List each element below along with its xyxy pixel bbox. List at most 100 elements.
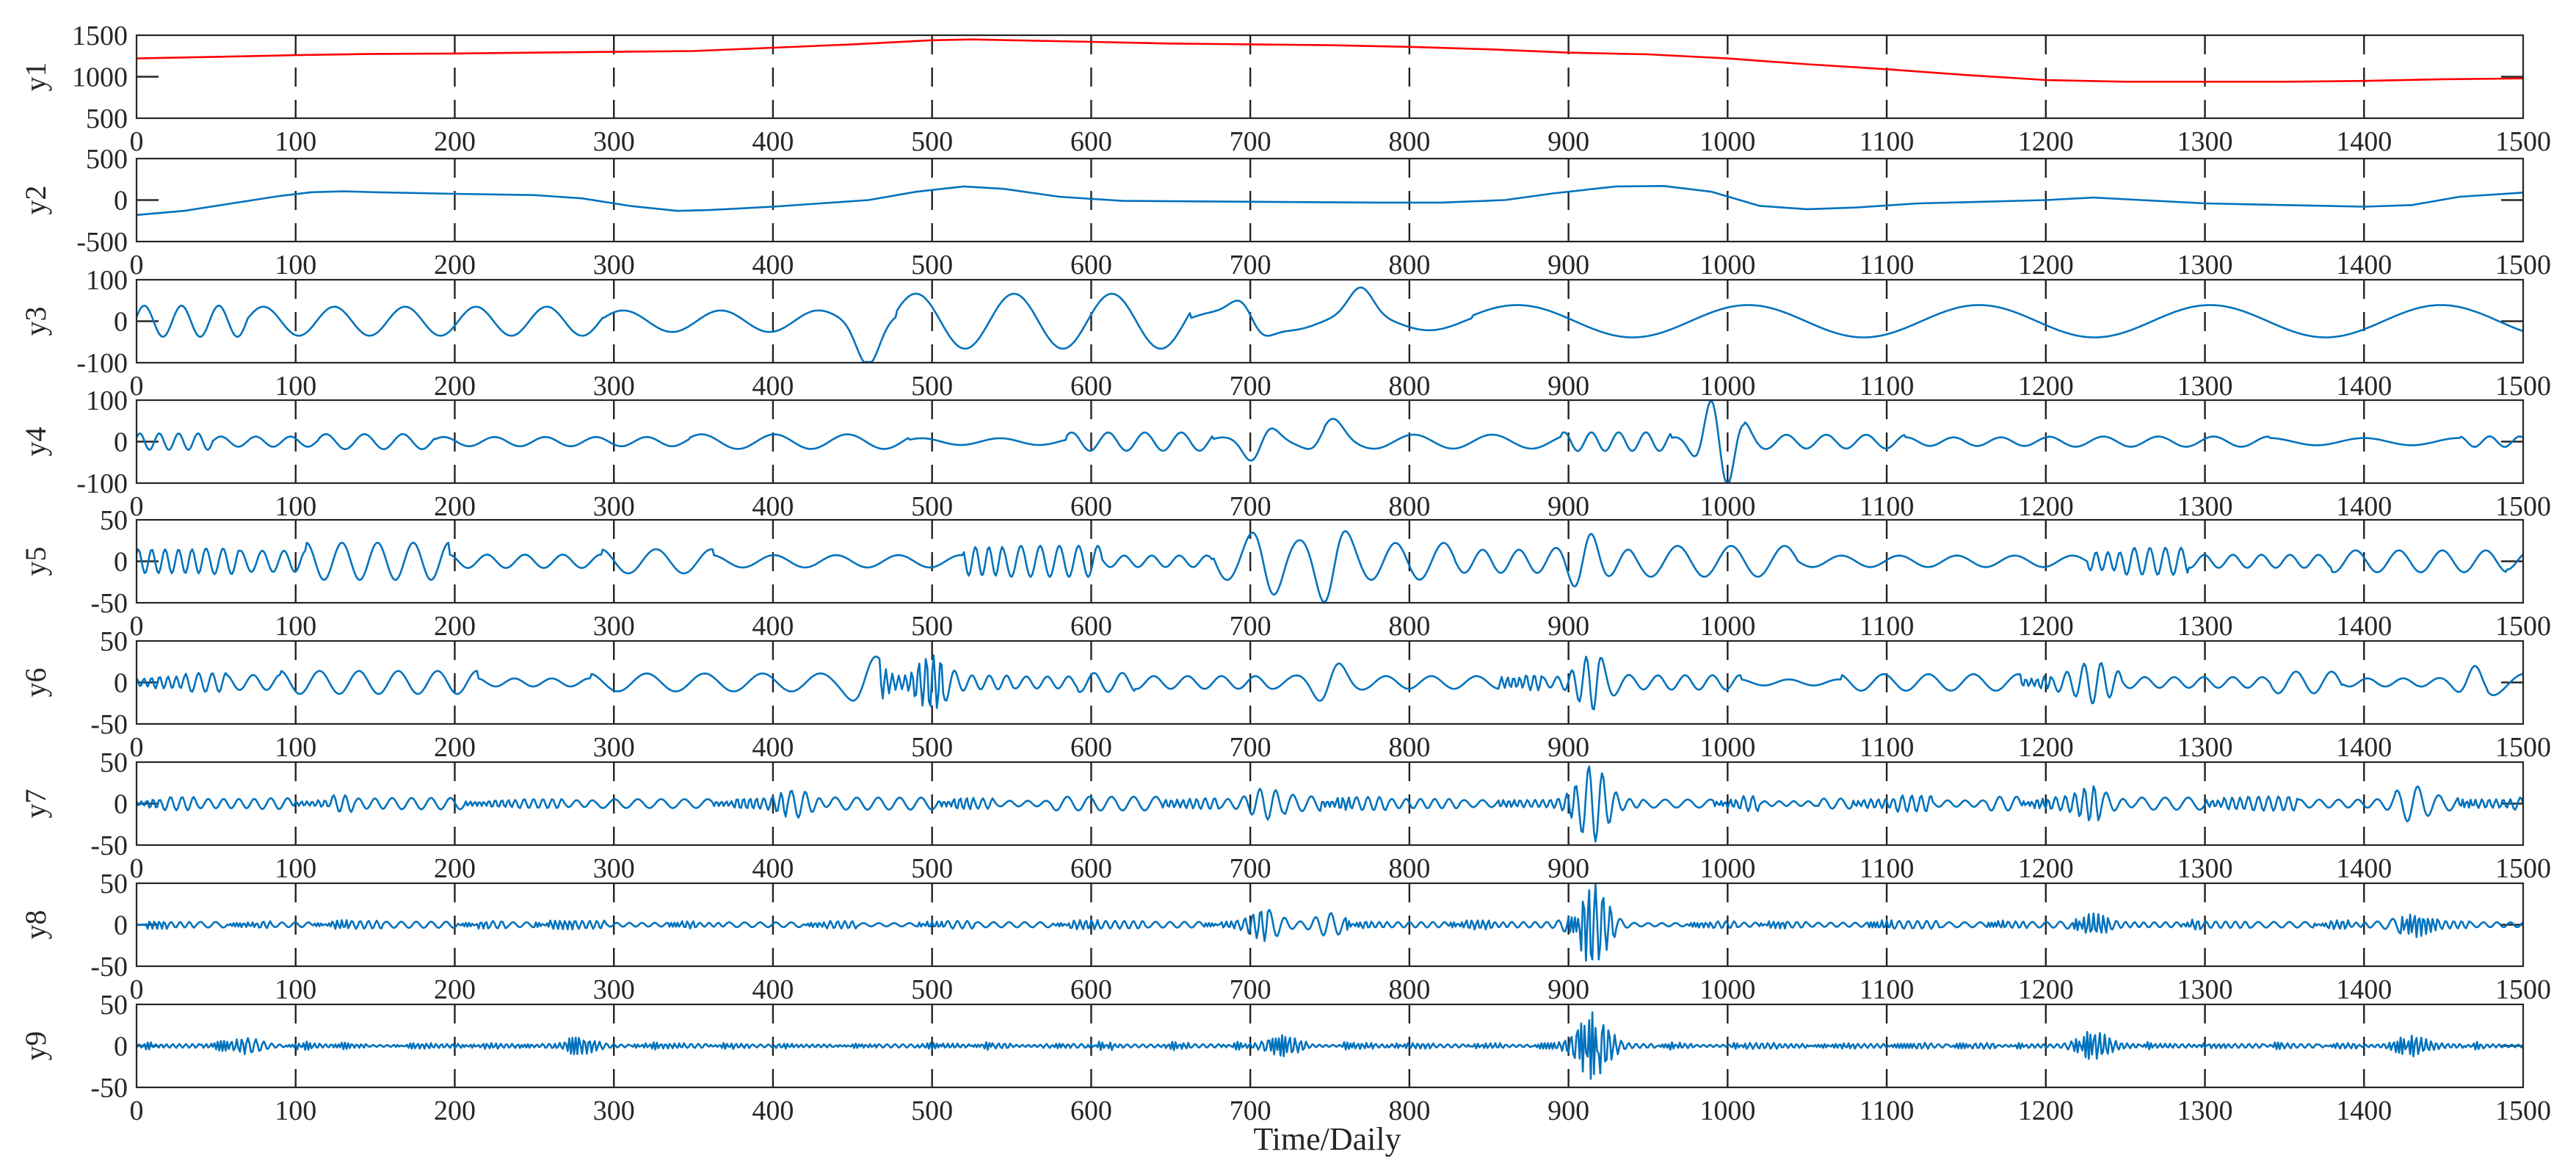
x-tick-label: 0 — [130, 974, 144, 1005]
y-axis-label: y4 — [19, 427, 52, 457]
axes-frame — [135, 399, 2525, 485]
y-tick-label: -50 — [90, 1073, 128, 1104]
x-tick-label: 100 — [275, 1095, 316, 1126]
x-tick-label: 900 — [1548, 1095, 1589, 1126]
x-tick-label: 600 — [1070, 1095, 1112, 1126]
x-tick-label: 1200 — [2018, 250, 2074, 280]
x-tick-label: 300 — [593, 250, 635, 280]
y-axis-label: y1 — [19, 62, 52, 92]
y-axis-label: y3 — [19, 307, 52, 336]
x-tick-label: 800 — [1388, 371, 1430, 402]
x-tick-label: 1100 — [1860, 611, 1915, 642]
y-tick-label: -100 — [76, 348, 128, 379]
x-tick-label: 1500 — [2495, 974, 2551, 1005]
x-tick-label: 800 — [1388, 250, 1430, 280]
x-tick-label: 600 — [1070, 974, 1112, 1005]
x-tick-label: 400 — [752, 611, 794, 642]
y-tick-label: 50 — [100, 869, 128, 899]
x-tick-label: 600 — [1070, 611, 1112, 642]
x-tick-label: 1400 — [2336, 371, 2392, 402]
x-tick-label: 0 — [130, 1095, 144, 1126]
x-tick-label: 1200 — [2018, 611, 2074, 642]
x-tick-label: 700 — [1230, 732, 1271, 763]
x-tick-label: 0 — [130, 491, 144, 522]
x-tick-label: 600 — [1070, 491, 1112, 522]
x-tick-label: 300 — [593, 371, 635, 402]
x-tick-label: 300 — [593, 974, 635, 1005]
y-tick-label: 0 — [114, 668, 128, 699]
x-tick-label: 1400 — [2336, 732, 2392, 763]
x-tick-label: 500 — [911, 611, 953, 642]
y-tick-label: 0 — [114, 186, 128, 217]
x-tick-label: 1100 — [1860, 974, 1915, 1005]
x-tick-label: 1300 — [2177, 732, 2233, 763]
series-line-y5 — [135, 530, 2524, 604]
x-tick-label: 100 — [275, 491, 316, 522]
y-tick-label: 50 — [100, 505, 128, 536]
x-tick-label: 400 — [752, 250, 794, 280]
x-tick-label: 1400 — [2336, 853, 2392, 884]
x-tick-label: 500 — [911, 732, 953, 763]
x-tick-label: 1300 — [2177, 974, 2233, 1005]
x-tick-label: 1400 — [2336, 250, 2392, 280]
x-tick-label: 200 — [434, 732, 476, 763]
x-tick-label: 900 — [1548, 732, 1589, 763]
y-tick-label: 0 — [114, 427, 128, 458]
x-tick-label: 400 — [752, 853, 794, 884]
x-tick-label: 600 — [1070, 371, 1112, 402]
x-tick-label: 200 — [434, 974, 476, 1005]
y-axis-label: y6 — [19, 668, 52, 697]
x-tick-label: 300 — [593, 126, 635, 157]
x-tick-label: 100 — [275, 250, 316, 280]
x-tick-label: 0 — [130, 853, 144, 884]
x-tick-label: 300 — [593, 1095, 635, 1126]
x-tick-label: 700 — [1230, 371, 1271, 402]
axes-frame — [135, 761, 2525, 847]
x-tick-label: 1400 — [2336, 1095, 2392, 1126]
x-tick-label: 200 — [434, 126, 476, 157]
x-tick-label: 900 — [1548, 491, 1589, 522]
x-tick-label: 700 — [1230, 126, 1271, 157]
x-tick-label: 700 — [1230, 250, 1271, 280]
x-tick-label: 1100 — [1860, 853, 1915, 884]
x-tick-label: 500 — [911, 1095, 953, 1126]
axes-frame — [135, 639, 2525, 725]
x-tick-label: 200 — [434, 250, 476, 280]
y-tick-label: 1000 — [72, 62, 128, 93]
x-tick-label: 300 — [593, 853, 635, 884]
x-tick-label: 300 — [593, 491, 635, 522]
x-tick-label: 900 — [1548, 371, 1589, 402]
x-tick-label: 100 — [275, 974, 316, 1005]
x-tick-label: 600 — [1070, 853, 1112, 884]
x-tick-label: 100 — [275, 732, 316, 763]
x-tick-label: 700 — [1230, 611, 1271, 642]
x-tick-label: 100 — [275, 611, 316, 642]
y-axis-label: y8 — [19, 910, 52, 940]
y-tick-label: -50 — [90, 588, 128, 619]
x-tick-label: 1100 — [1860, 126, 1915, 157]
x-tick-label: 1300 — [2177, 491, 2233, 522]
x-tick-label: 1400 — [2336, 611, 2392, 642]
x-tick-label: 800 — [1388, 732, 1430, 763]
y-tick-label: 1500 — [72, 21, 128, 51]
x-tick-label: 400 — [752, 974, 794, 1005]
x-tick-label: 900 — [1548, 250, 1589, 280]
x-axis-label: Time/Daily — [1253, 1121, 1401, 1157]
x-tick-label: 900 — [1548, 126, 1589, 157]
x-tick-label: 1000 — [1699, 611, 1755, 642]
y-tick-label: 0 — [114, 547, 128, 578]
x-tick-label: 1100 — [1860, 732, 1915, 763]
x-tick-label: 1000 — [1699, 491, 1755, 522]
series-line-y9 — [135, 1011, 2524, 1080]
series-line-y6 — [135, 654, 2524, 711]
x-tick-label: 1300 — [2177, 853, 2233, 884]
x-tick-label: 1500 — [2495, 250, 2551, 280]
x-tick-label: 1300 — [2177, 1095, 2233, 1126]
x-tick-label: 400 — [752, 1095, 794, 1126]
x-tick-label: 1400 — [2336, 974, 2392, 1005]
